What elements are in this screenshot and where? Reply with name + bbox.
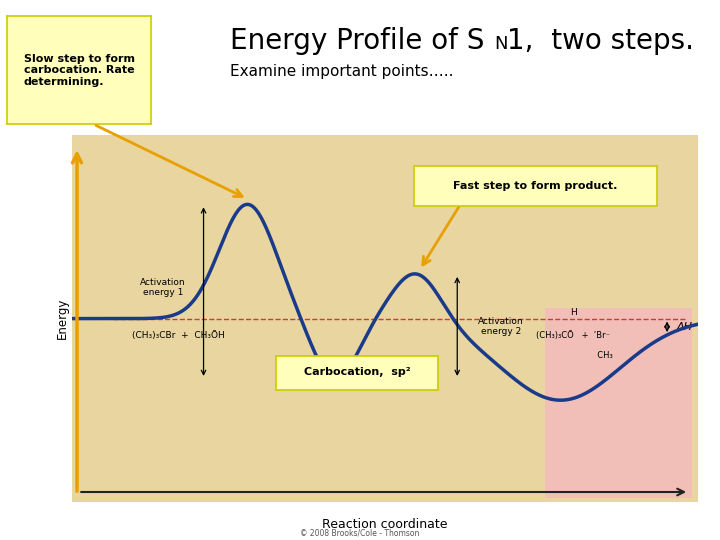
Text: (CH₃)₃CBr  +  CH₃ŌH: (CH₃)₃CBr + CH₃ŌH bbox=[132, 331, 225, 340]
Text: H: H bbox=[570, 308, 577, 317]
Text: ΔH: ΔH bbox=[677, 322, 693, 332]
Text: © 2008 Brooks/Cole - Thomson: © 2008 Brooks/Cole - Thomson bbox=[300, 528, 420, 537]
Text: Activation
energy 2: Activation energy 2 bbox=[478, 317, 524, 336]
FancyBboxPatch shape bbox=[414, 166, 657, 206]
Text: N: N bbox=[494, 35, 508, 53]
Text: Fast step to form product.: Fast step to form product. bbox=[454, 181, 618, 191]
Text: Slow step to form
carbocation. Rate
determining.: Slow step to form carbocation. Rate dete… bbox=[24, 53, 135, 87]
Text: Reaction coordinate: Reaction coordinate bbox=[323, 518, 448, 531]
Text: (CH₃)₃CŌ   +  ’Br⁻: (CH₃)₃CŌ + ’Br⁻ bbox=[536, 331, 610, 340]
Text: 1,  two steps.: 1, two steps. bbox=[507, 27, 694, 55]
Text: Carbocation,  sp²: Carbocation, sp² bbox=[304, 367, 410, 377]
Text: Energy Profile of S: Energy Profile of S bbox=[230, 27, 485, 55]
Text: Energy: Energy bbox=[56, 298, 69, 339]
Text: Activation
energy 1: Activation energy 1 bbox=[140, 278, 186, 297]
FancyBboxPatch shape bbox=[545, 308, 692, 498]
Text: CH₃: CH₃ bbox=[571, 352, 613, 360]
FancyBboxPatch shape bbox=[276, 356, 438, 389]
Text: Examine important points…..: Examine important points….. bbox=[230, 64, 454, 79]
